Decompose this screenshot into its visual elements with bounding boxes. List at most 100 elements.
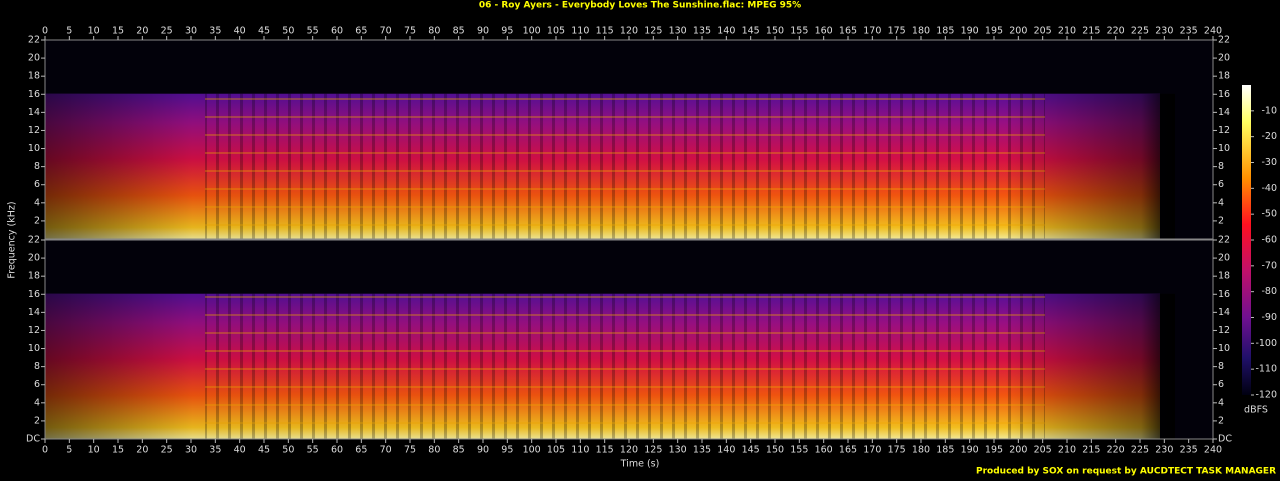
y-tick-label: 2 <box>34 415 40 426</box>
x-tick-label: 220 <box>1107 26 1125 37</box>
x-tick-label: 170 <box>863 445 881 456</box>
x-tick-label: 210 <box>1058 26 1076 37</box>
x-tick-label: 60 <box>331 26 343 37</box>
colorbar-tick-label: -50 <box>1261 209 1277 220</box>
x-tick-label: 175 <box>888 445 906 456</box>
y-tick-label: 12 <box>1218 125 1230 136</box>
x-tick-label: 85 <box>453 26 465 37</box>
x-tick-label: 185 <box>936 26 954 37</box>
x-tick-label: 135 <box>693 445 711 456</box>
x-tick-label: 85 <box>453 445 465 456</box>
x-tick-label: 10 <box>88 26 100 37</box>
colorbar-tick-label: -20 <box>1261 131 1277 142</box>
x-tick-label: 70 <box>380 445 392 456</box>
x-axis-label: Time (s) <box>620 459 660 470</box>
colorbar-tick-label: -70 <box>1261 260 1277 271</box>
x-tick-label: 125 <box>644 26 662 37</box>
x-tick-label: 90 <box>477 445 489 456</box>
x-tick-label: 190 <box>961 26 979 37</box>
y-tick-label: 20 <box>1218 53 1230 64</box>
x-tick-label: 20 <box>136 26 148 37</box>
y-tick-label: 6 <box>34 379 40 390</box>
x-tick-label: 170 <box>863 26 881 37</box>
x-tick-label: 50 <box>282 26 294 37</box>
x-tick-label: 15 <box>112 445 124 456</box>
x-tick-label: 210 <box>1058 445 1076 456</box>
y-tick-label: 6 <box>1218 379 1224 390</box>
x-tick-label: 185 <box>936 445 954 456</box>
x-tick-label: 220 <box>1107 445 1125 456</box>
x-tick-label: 65 <box>355 445 367 456</box>
x-tick-label: 215 <box>1082 26 1100 37</box>
x-tick-label: 45 <box>258 445 270 456</box>
x-tick-label: 100 <box>523 26 541 37</box>
x-tick-label: 215 <box>1082 445 1100 456</box>
colorbar-tick-label: -110 <box>1255 364 1277 375</box>
y-tick-label: 6 <box>1218 179 1224 190</box>
y-tick-label: 10 <box>1218 343 1230 354</box>
colorbar-label: dBFS <box>1244 405 1268 416</box>
x-tick-label: 0 <box>42 445 48 456</box>
colorbar-tick-label: -100 <box>1255 338 1277 349</box>
x-tick-label: 160 <box>815 445 833 456</box>
x-tick-label: 110 <box>571 445 589 456</box>
x-tick-label: 165 <box>839 26 857 37</box>
y-tick-label: 18 <box>28 271 40 282</box>
x-tick-label: 175 <box>888 26 906 37</box>
y-tick-label: 12 <box>28 325 40 336</box>
x-tick-label: 235 <box>1180 26 1198 37</box>
y-tick-label: DC <box>26 434 40 445</box>
x-tick-label: 130 <box>669 26 687 37</box>
x-tick-label: 80 <box>428 26 440 37</box>
x-tick-label: 150 <box>766 26 784 37</box>
x-tick-label: 105 <box>547 26 565 37</box>
y-tick-label: 4 <box>34 397 40 408</box>
x-tick-label: 205 <box>1034 445 1052 456</box>
x-tick-label: 125 <box>644 445 662 456</box>
y-tick-label: DC <box>1218 434 1232 445</box>
y-tick-label: 4 <box>1218 197 1224 208</box>
x-tick-label: 35 <box>209 26 221 37</box>
x-tick-label: 225 <box>1131 26 1149 37</box>
x-tick-label: 160 <box>815 26 833 37</box>
y-tick-label: 10 <box>1218 143 1230 154</box>
credit: Produced by SOX on request by AUCDTECT T… <box>976 467 1276 477</box>
x-tick-label: 120 <box>620 26 638 37</box>
y-tick-label: 16 <box>1218 289 1230 300</box>
y-tick-label: 16 <box>28 289 40 300</box>
y-tick-label: 8 <box>1218 161 1224 172</box>
y-tick-label: 18 <box>28 71 40 82</box>
y-tick-label: 6 <box>34 179 40 190</box>
x-tick-label: 5 <box>66 26 72 37</box>
colorbar-tick-label: -60 <box>1261 235 1277 246</box>
x-tick-label: 230 <box>1155 445 1173 456</box>
y-tick-label: 22 <box>1218 235 1230 246</box>
x-tick-label: 15 <box>112 26 124 37</box>
x-tick-label: 50 <box>282 445 294 456</box>
x-tick-label: 55 <box>307 26 319 37</box>
y-tick-label: 22 <box>1218 35 1230 46</box>
colorbar-tick-label: -10 <box>1261 105 1277 116</box>
spectrum-fade <box>45 93 1175 239</box>
y-tick-label: 16 <box>28 89 40 100</box>
x-tick-label: 165 <box>839 445 857 456</box>
y-tick-label: 14 <box>1218 107 1230 118</box>
x-tick-label: 120 <box>620 445 638 456</box>
x-tick-label: 55 <box>307 445 319 456</box>
y-tick-label: 14 <box>1218 307 1230 318</box>
x-tick-label: 95 <box>501 445 513 456</box>
y-tick-label: 20 <box>1218 253 1230 264</box>
y-tick-label: 10 <box>28 143 40 154</box>
x-tick-label: 190 <box>961 445 979 456</box>
x-tick-label: 5 <box>66 445 72 456</box>
x-tick-label: 10 <box>88 445 100 456</box>
x-tick-label: 95 <box>501 26 513 37</box>
x-tick-label: 100 <box>523 445 541 456</box>
colorbar-tick-label: -30 <box>1261 157 1277 168</box>
x-tick-label: 225 <box>1131 445 1149 456</box>
x-tick-label: 25 <box>161 26 173 37</box>
x-tick-label: 105 <box>547 445 565 456</box>
x-tick-label: 240 <box>1204 26 1222 37</box>
y-tick-label: 8 <box>34 161 40 172</box>
